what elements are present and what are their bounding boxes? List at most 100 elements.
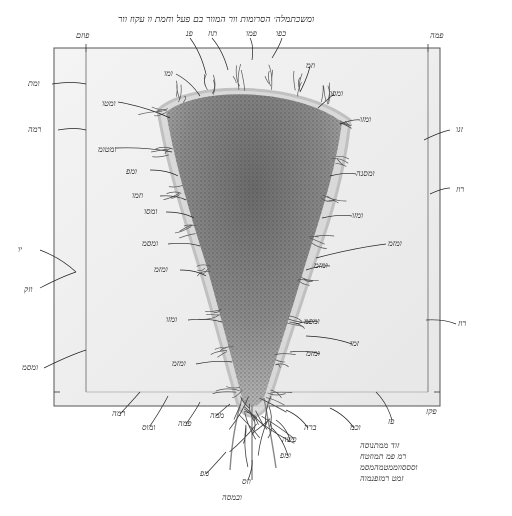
- label-inner-r1: וזמ: [306, 61, 316, 70]
- root-fiber: [238, 414, 261, 439]
- root-fiber: [274, 353, 296, 356]
- label-top-b: תוז: [208, 29, 218, 38]
- label-bottom-1: רמה: [112, 409, 126, 418]
- leader-line: [329, 407, 355, 429]
- root-fiber: [196, 270, 211, 277]
- leader-line: [175, 73, 201, 97]
- root-fiber: [203, 74, 208, 91]
- root-fiber: [176, 80, 178, 97]
- leader-line: [425, 319, 457, 325]
- root-fiber: [326, 82, 331, 105]
- leader-line: [375, 391, 393, 421]
- label-top-right: פמה: [430, 31, 444, 40]
- leader-line: [149, 395, 169, 427]
- leader-line: [339, 119, 361, 125]
- leader-line: [299, 65, 311, 93]
- root-fiber: [213, 74, 216, 95]
- root-fiber: [152, 154, 169, 158]
- label-inner-r10: זמו: [350, 339, 360, 348]
- root-fiber: [196, 264, 212, 267]
- leader-line: [329, 172, 357, 177]
- label-right-5: פקז: [426, 407, 437, 416]
- leader-line: [275, 419, 291, 441]
- root-fiber: [314, 235, 335, 237]
- leader-line: [51, 82, 87, 85]
- root-fiber: [335, 155, 350, 160]
- root-fiber: [166, 191, 182, 194]
- label-inner-r9: ומזמ: [306, 349, 320, 358]
- label-inner-r6: ומזמ: [388, 239, 402, 248]
- label-left-4: וזק: [24, 285, 33, 294]
- root-fiber: [232, 76, 237, 84]
- root-fiber: [321, 85, 324, 103]
- leader-line: [271, 427, 289, 457]
- label-right-3: רוז: [458, 319, 467, 328]
- root-fiber: [289, 321, 305, 329]
- leader-line: [167, 242, 201, 247]
- leader-line: [187, 318, 223, 323]
- leader-line: [215, 403, 231, 417]
- leader-line: [185, 401, 201, 425]
- leader-line: [247, 459, 253, 481]
- label-top-left: פוזם: [76, 31, 90, 40]
- label-left-1: ומת: [28, 79, 40, 88]
- leader-line: [295, 320, 319, 325]
- root-fiber: [320, 197, 335, 202]
- root-fiber: [311, 242, 327, 249]
- label-right-4: פז: [388, 417, 395, 426]
- label-inner-r3: ומזו: [360, 115, 372, 124]
- root-fiber: [297, 82, 302, 97]
- leader-line: [317, 93, 335, 109]
- label-left-5: ומסמ: [22, 363, 39, 372]
- root-fiber: [331, 157, 349, 164]
- root-fiber: [298, 77, 301, 89]
- leader-line: [205, 451, 227, 475]
- label-bottom-7: מפ: [200, 469, 209, 478]
- label-inner-l5: וזמו: [132, 191, 144, 200]
- root-fiber: [265, 397, 285, 406]
- root-fiber: [183, 95, 187, 103]
- note-line: רמ פמ תמוזטח: [360, 452, 407, 461]
- label-bottom-9: ובמסה: [222, 493, 242, 502]
- root-fiber: [151, 148, 168, 153]
- root-fiber: [297, 279, 310, 286]
- root-fiber: [267, 392, 286, 396]
- label-inner-l9: ומזו: [166, 315, 178, 324]
- bottom-note: זוד ממתנוסה רמ פמ תמוזטח וסססווממטמהמסמ …: [360, 440, 418, 484]
- root-fiber: [163, 192, 180, 201]
- root-fiber: [298, 279, 314, 281]
- leader-line: [165, 211, 195, 219]
- label-inner-r8: ומפמ: [304, 317, 320, 326]
- root-fiber: [217, 351, 228, 358]
- leader-line: [429, 187, 451, 195]
- root-fiber: [270, 389, 282, 398]
- root-fiber: [205, 308, 222, 312]
- root-fiber: [268, 64, 273, 90]
- label-inner-l7: ומסמ: [142, 239, 159, 248]
- leader-line: [43, 349, 87, 369]
- root-fiber: [219, 346, 234, 352]
- leader-line: [271, 37, 283, 59]
- root-fiber: [178, 84, 182, 103]
- label-inner-l6: ומסו: [144, 207, 158, 216]
- leader-line: [179, 269, 207, 277]
- root-fiber: [237, 63, 241, 90]
- root-fiber: [212, 391, 237, 394]
- root-fiber: [335, 163, 347, 167]
- leader-line: [39, 249, 77, 273]
- root-fiber: [287, 318, 311, 323]
- label-inner-r5: ומזו: [352, 211, 364, 220]
- label-inner-l1: ומו: [164, 69, 173, 78]
- root-fiber: [275, 364, 281, 368]
- leader-line: [189, 37, 207, 75]
- root-fiber: [206, 313, 221, 316]
- leader-line: [285, 409, 309, 429]
- root-fiber: [293, 70, 296, 91]
- leader-line: [149, 169, 179, 177]
- root-fiber: [261, 415, 294, 439]
- root-fiber: [178, 233, 196, 239]
- leader-line: [305, 265, 331, 271]
- root-fiber: [327, 195, 336, 201]
